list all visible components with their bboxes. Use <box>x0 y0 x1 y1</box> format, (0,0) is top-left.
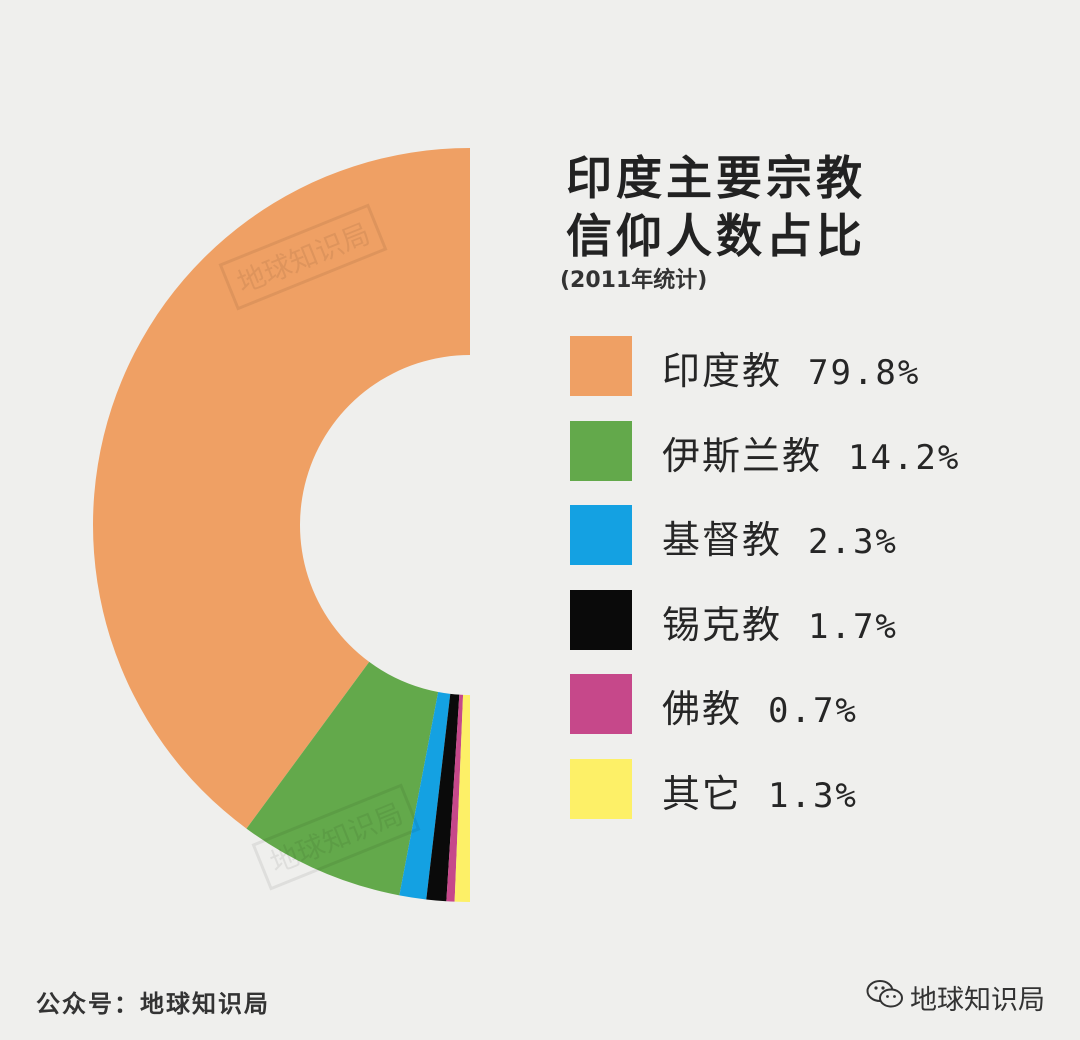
legend-value: 14.2% <box>848 437 961 478</box>
pie-slice-1 <box>246 661 439 896</box>
legend-item: 印度教 79.8% <box>570 336 1050 396</box>
chart-title-line-1: 印度主要宗教 <box>566 151 866 205</box>
legend-value: 1.7% <box>808 606 898 647</box>
legend-item: 佛教 0.7% <box>570 674 1050 734</box>
legend-swatch <box>570 420 632 481</box>
wechat-icon <box>866 980 903 1008</box>
brand-name: 地球知识局 <box>910 985 1045 1016</box>
legend-item: 其它 1.3% <box>570 758 1050 819</box>
legend-label: 佛教 <box>662 687 743 731</box>
pie-slice-0 <box>93 148 470 829</box>
legend-value: 0.7% <box>768 691 858 731</box>
pie-slices <box>93 148 470 902</box>
pie-slice-4 <box>446 694 464 902</box>
legend-swatch <box>570 336 632 396</box>
legend-swatch <box>570 758 632 819</box>
legend-swatch <box>570 589 632 650</box>
legend-value: 2.3% <box>808 522 898 562</box>
legend-swatch <box>570 505 632 565</box>
legend-label: 基督教 <box>662 518 783 562</box>
pie-slice-2 <box>399 691 451 900</box>
legend-label: 锡克教 <box>662 602 783 647</box>
source-credit: 公众号：地球知识局 <box>36 990 270 1018</box>
chart-title-line-2: 信仰人数占比 <box>566 209 866 263</box>
pie-slice-3 <box>426 693 460 902</box>
legend-label: 印度教 <box>662 349 783 393</box>
legend-item: 基督教 2.3% <box>570 505 1050 565</box>
pie-slice-5 <box>454 694 470 902</box>
legend-swatch <box>570 674 632 734</box>
legend-label: 其它 <box>662 771 743 816</box>
legend-value: 1.3% <box>768 775 858 816</box>
legend-item: 锡克教 1.7% <box>570 589 1050 650</box>
legend-value: 79.8% <box>808 353 921 393</box>
legend-item: 伊斯兰教 14.2% <box>570 420 1050 481</box>
legend-label: 伊斯兰教 <box>662 433 823 478</box>
chart-subtitle: (2011年统计) <box>560 268 708 293</box>
